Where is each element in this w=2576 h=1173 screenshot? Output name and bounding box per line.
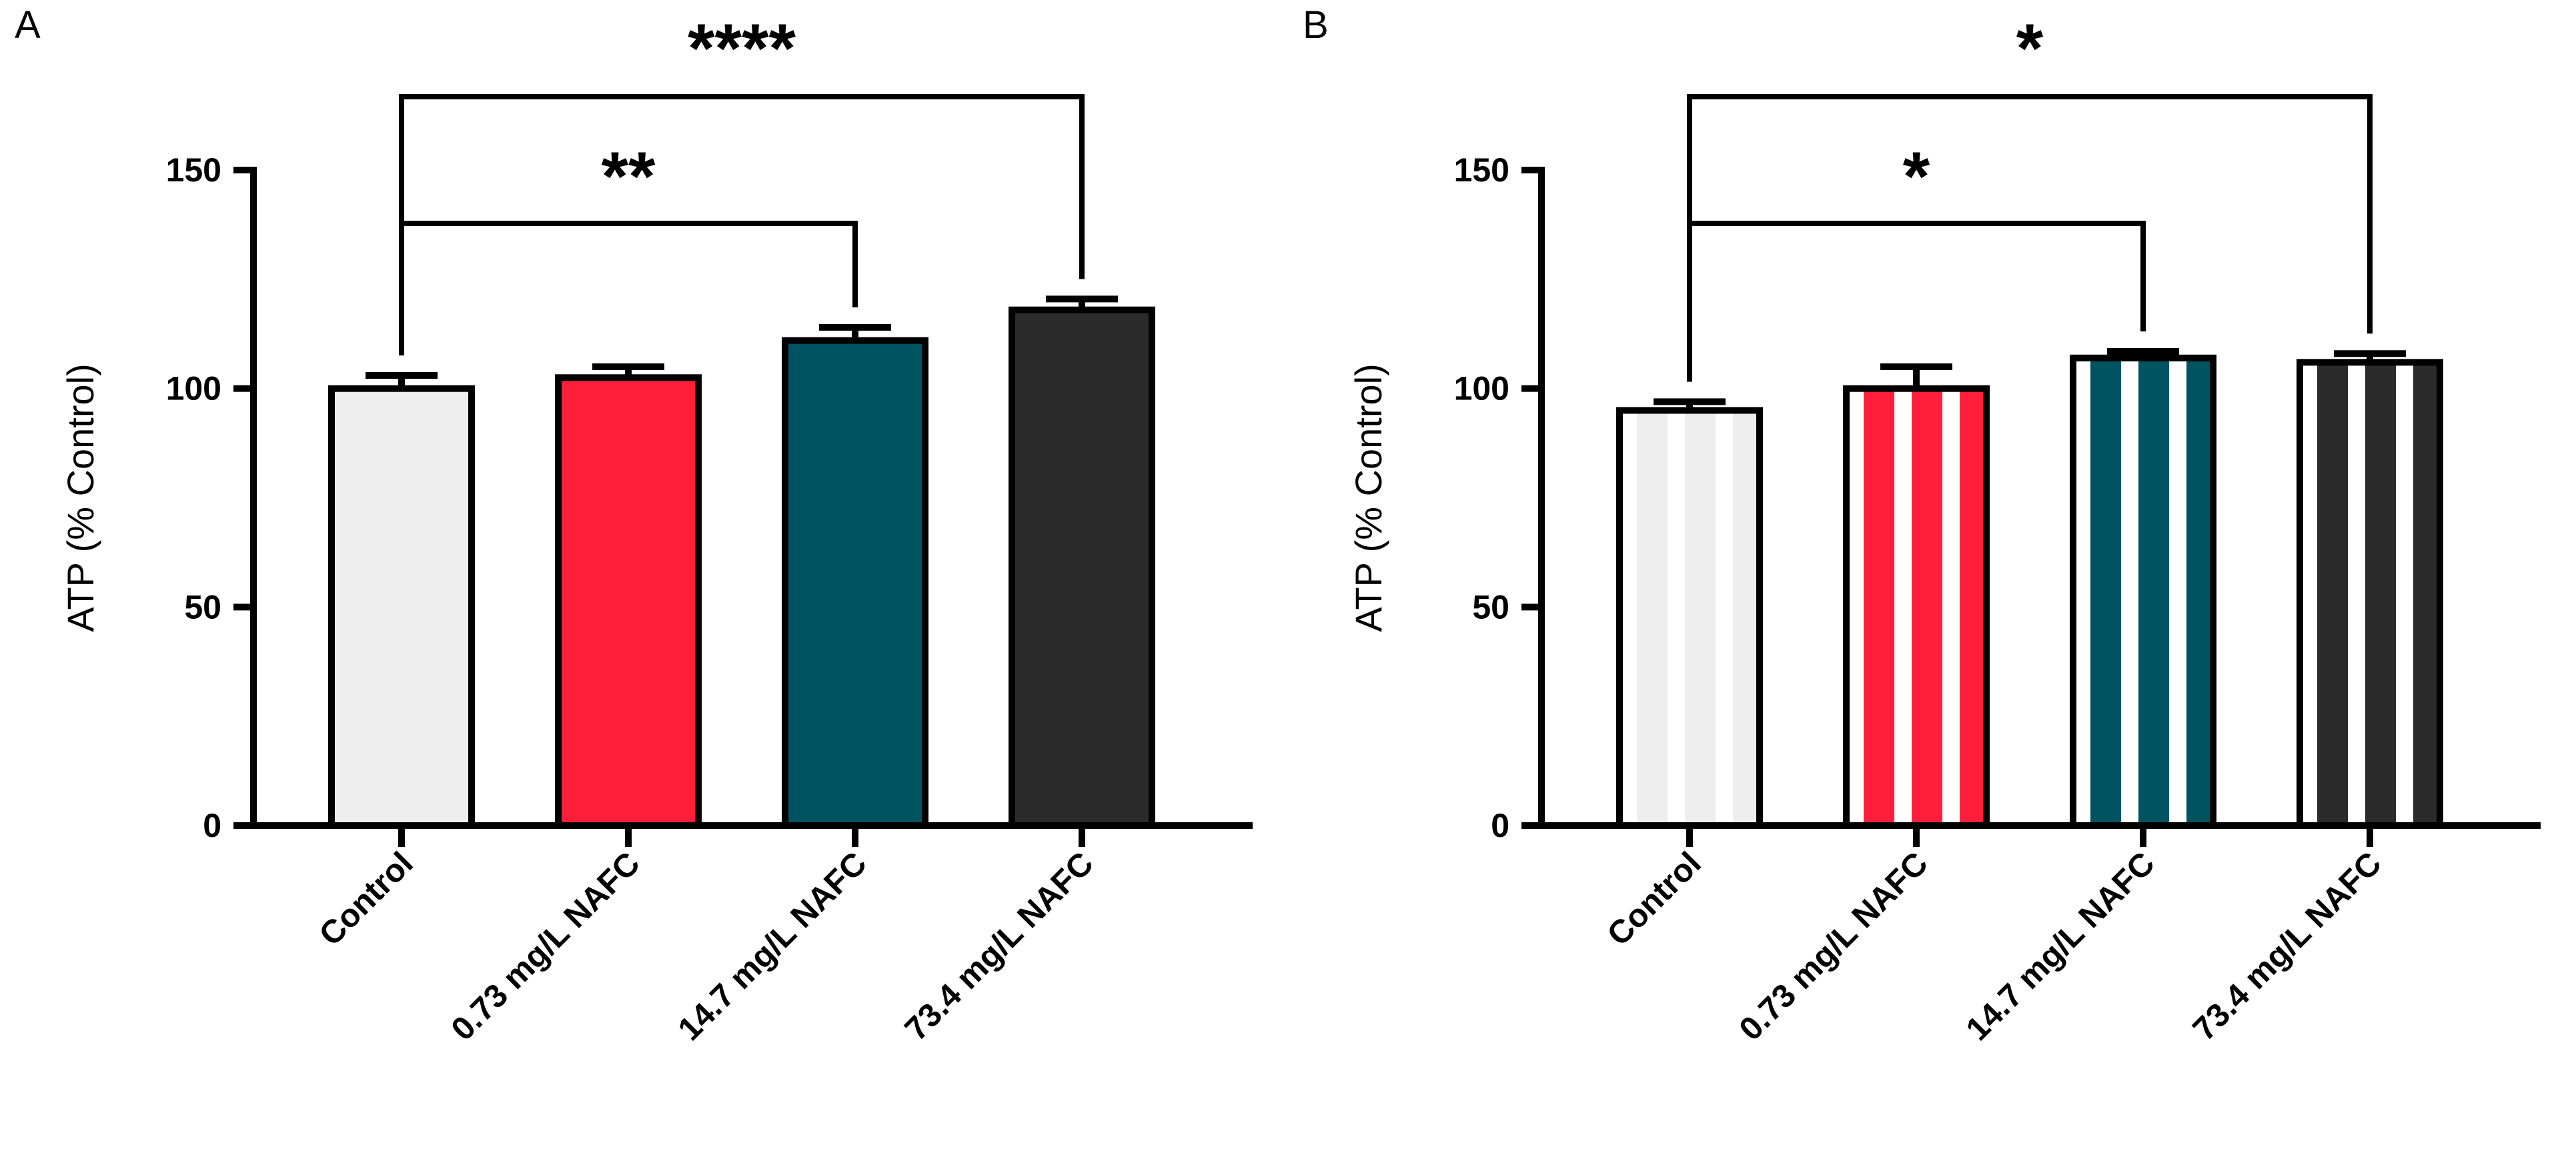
panel-letter: A bbox=[15, 3, 41, 47]
y-axis-title: ATP (% Control) bbox=[59, 363, 101, 632]
bar-chart: 0 50 100 150 ATP (% Control) Control 0.73 mg/L… bbox=[1347, 10, 2541, 1048]
bar bbox=[1009, 306, 1155, 829]
x-tick-label: 0.73 mg/L NAFC bbox=[1733, 846, 1935, 1048]
bar bbox=[555, 374, 702, 829]
x-tick-label: 0.73 mg/L NAFC bbox=[445, 846, 647, 1048]
y-tick-label: 50 bbox=[184, 588, 221, 626]
x-tick-label: 14.7 mg/L NAFC bbox=[1960, 846, 2162, 1048]
significance-label: * bbox=[1903, 138, 1930, 215]
x-tick-label: 73.4 mg/L NAFC bbox=[2186, 846, 2389, 1048]
significance-label: **** bbox=[688, 10, 796, 87]
y-tick-label: 150 bbox=[166, 151, 221, 189]
significance-label: ** bbox=[602, 138, 656, 215]
y-tick-label: 50 bbox=[1472, 588, 1509, 626]
bar bbox=[1843, 385, 1990, 829]
y-tick-label: 0 bbox=[1491, 807, 1509, 844]
x-tick-label: 14.7 mg/L NAFC bbox=[672, 846, 874, 1048]
chart-panel-b: B 0 50 100 150 ATP (% Control) Control 0.73 mg… bbox=[1288, 0, 2576, 1173]
bar-chart: 0 50 100 150 ATP (% Control) Control 0.73 mg/L… bbox=[59, 10, 1253, 1048]
significance-label: * bbox=[2016, 10, 2044, 87]
significance-bracket bbox=[399, 221, 858, 356]
y-axis-title: ATP (% Control) bbox=[1347, 363, 1389, 632]
x-tick-label: Control bbox=[312, 846, 420, 953]
significance-bracket bbox=[399, 94, 1085, 356]
x-tick-label: 73.4 mg/L NAFC bbox=[898, 846, 1101, 1048]
y-tick-label: 100 bbox=[1454, 370, 1509, 407]
bar bbox=[1616, 407, 1763, 829]
bar bbox=[782, 337, 928, 829]
significance-bracket bbox=[1687, 94, 2373, 382]
bar bbox=[328, 385, 475, 829]
y-tick-label: 150 bbox=[1454, 151, 1509, 189]
y-tick-label: 100 bbox=[166, 370, 221, 407]
bar bbox=[2297, 359, 2443, 829]
bar bbox=[2070, 354, 2216, 829]
chart-panel-a: A 0 50 100 150 ATP (% Control) Control 0.73 mg… bbox=[15, 3, 1253, 1048]
x-tick-label: Control bbox=[1600, 846, 1708, 953]
panel-letter: B bbox=[1303, 3, 1329, 47]
y-tick-label: 0 bbox=[203, 807, 221, 844]
